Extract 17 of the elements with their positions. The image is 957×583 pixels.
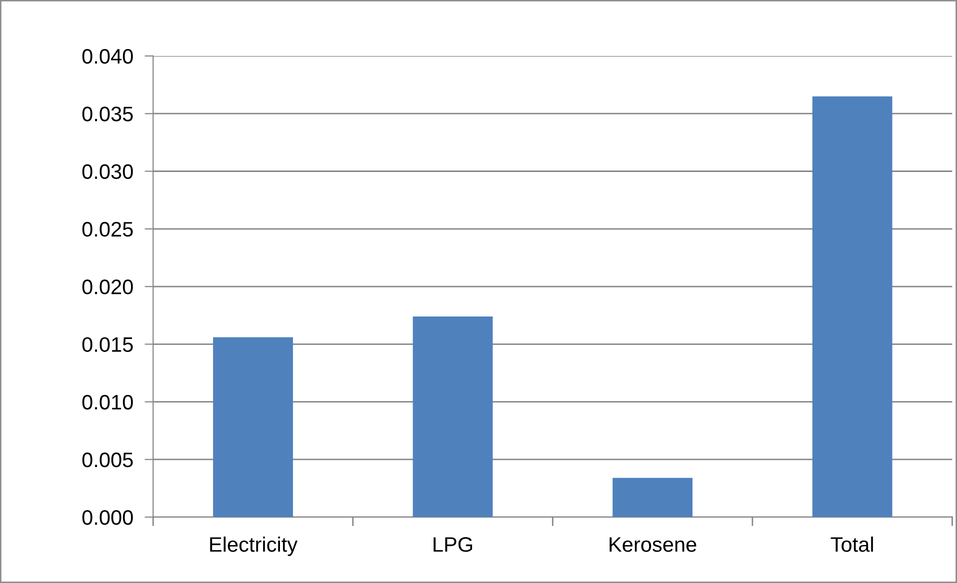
y-tick-label: 0.040 <box>82 48 133 64</box>
y-tick-label: 0.015 <box>82 337 133 352</box>
x-tick-label: Total <box>830 536 873 552</box>
y-tick-label: 0.030 <box>82 164 133 180</box>
y-tick-label: 0.005 <box>82 452 133 468</box>
x-tick-label: Kerosene <box>610 537 696 552</box>
bar <box>812 96 892 518</box>
y-tick-label: 0.025 <box>82 222 133 237</box>
y-tick-label: 0.035 <box>82 106 133 122</box>
y-tick-label: 0.010 <box>82 394 133 410</box>
y-tick-label: 0.020 <box>82 280 133 294</box>
bar <box>612 478 693 518</box>
x-tick-label: LPG <box>434 537 472 552</box>
bar <box>412 316 493 518</box>
bar <box>213 337 293 518</box>
x-tick-label: Electricity <box>210 536 298 556</box>
y-tick-label: 0.000 <box>82 510 133 525</box>
